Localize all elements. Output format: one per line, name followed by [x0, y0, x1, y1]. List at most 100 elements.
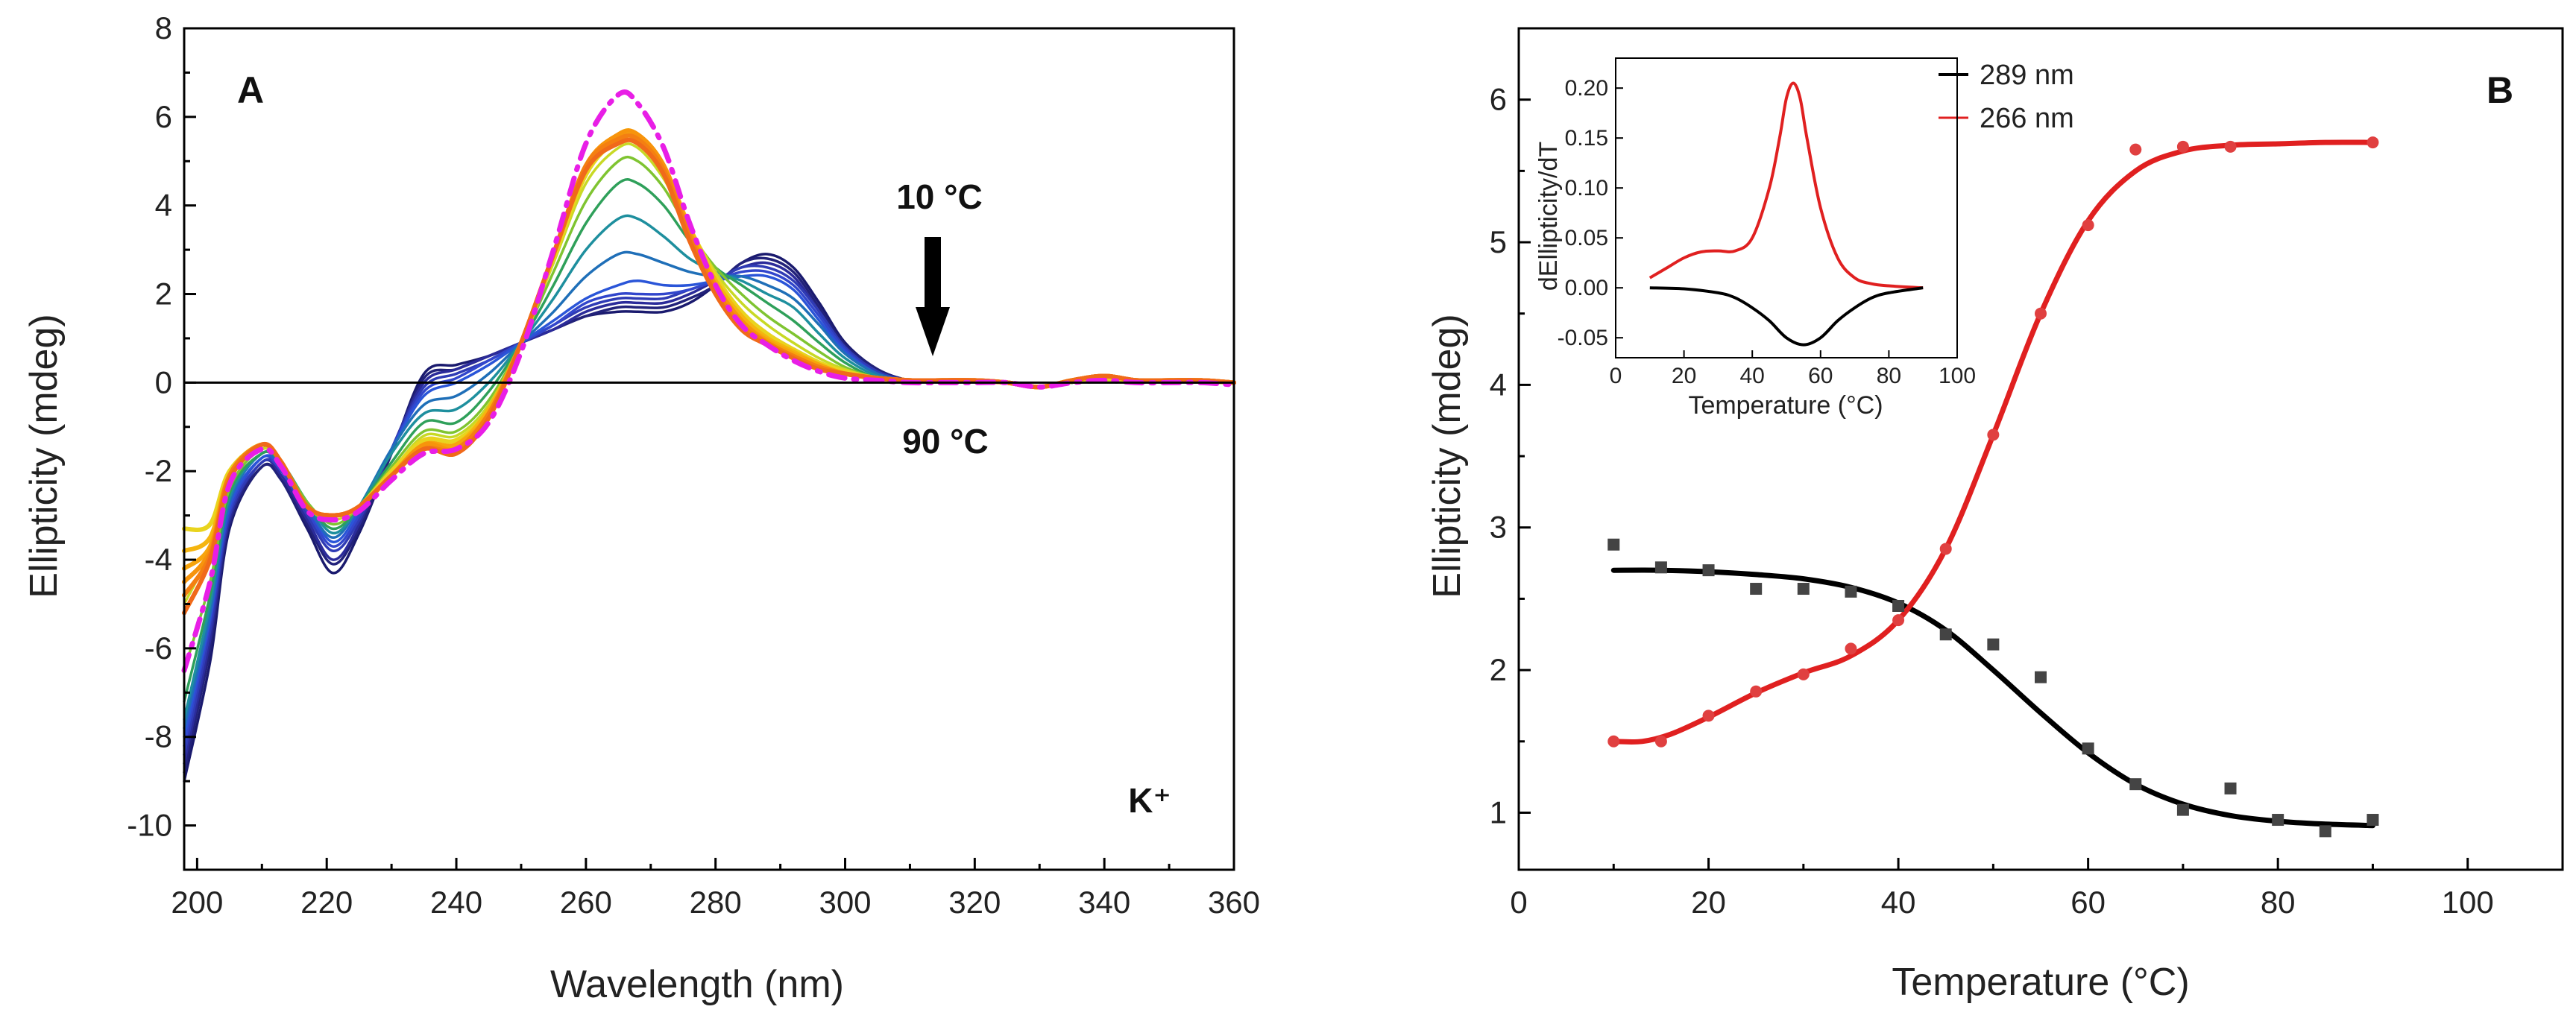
data-point-square	[2272, 814, 2284, 827]
data-point-circle	[2129, 143, 2142, 156]
inset-line	[1648, 81, 1924, 290]
annotation-10c: 10 °C	[896, 177, 983, 216]
panel-a-y-tick-label: -10	[127, 808, 172, 843]
inset-line	[1649, 286, 1924, 347]
inset-series-group	[1648, 81, 1924, 347]
data-point-square	[2035, 671, 2047, 683]
panel-b-plot-frame	[1517, 27, 2564, 871]
panel-a-y-tick-label: -6	[145, 631, 172, 666]
spectrum-line	[183, 264, 1235, 756]
panel-a-x-tick-label: 300	[819, 885, 871, 920]
panel-a-y-tick-label: -4	[145, 542, 172, 577]
data-point-circle	[1750, 685, 1763, 698]
panel-b-inset: 0 20 40 60 80 100 -0.05 0.00 0.05 0.10 0.15 0.20 T…	[1534, 56, 1976, 420]
inset-x-tick-label: 0	[1610, 364, 1622, 388]
panel-b-letter: B	[2487, 69, 2513, 111]
data-point-square	[2082, 742, 2094, 755]
inset-x-tick-label: 20	[1672, 364, 1696, 388]
panel-a-y-axis-title: Ellipticity (mdeg)	[22, 314, 66, 598]
data-point-square	[1654, 561, 1667, 574]
data-point-circle	[2176, 140, 2189, 153]
panel-a-x-ticks: 200 220 240 260 280 300 320 340 360	[171, 858, 1260, 920]
panel-a-y-tick-label: 0	[155, 364, 172, 399]
panel-a-series-group	[181, 89, 1237, 783]
panel-a-x-tick-label: 200	[171, 885, 223, 920]
panel-b-y-tick-label: 6	[1490, 82, 1507, 117]
inset-x-tick-label: 60	[1808, 364, 1833, 388]
panel-b-x-tick-label: 20	[1691, 885, 1726, 920]
data-point-square	[1797, 583, 1810, 595]
panel-a-x-tick-label: 240	[430, 885, 482, 920]
panel-a-y-tick-label: 2	[155, 276, 172, 312]
panel-a-y-ticks: -10 -8 -6 -4 -2 0 2 4 6 8	[127, 10, 196, 843]
data-point-circle	[2082, 219, 2094, 232]
panel-b-x-tick-label: 80	[2261, 885, 2296, 920]
panel-b-y-ticks: 1 2 3 4 5 6	[1490, 82, 1531, 829]
panel-b-x-ticks: 0 20 40 60 80 100	[1510, 858, 2494, 920]
panel-b-x-axis-title: Temperature (°C)	[1892, 961, 2189, 1004]
spectrum-line	[182, 132, 1236, 532]
panel-b-y-tick-label: 5	[1490, 224, 1507, 259]
inset-x-tick-label: 100	[1939, 364, 1976, 388]
inset-x-axis-title: Temperature (°C)	[1688, 391, 1883, 420]
data-point-square	[1939, 628, 1952, 641]
data-point-circle	[1654, 735, 1667, 748]
panel-a-y-tick-label: 4	[155, 188, 172, 223]
legend-label-266nm: 266 nm	[1980, 103, 2074, 134]
data-point-square	[1750, 583, 1763, 595]
panel-a-x-tick-label: 320	[948, 885, 1001, 920]
panel-b-x-tick-label: 0	[1510, 885, 1527, 920]
inset-plot-frame	[1615, 57, 1958, 358]
spectrum-line	[183, 269, 1235, 748]
data-point-circle	[1892, 614, 1905, 627]
data-point-square	[1892, 599, 1905, 612]
panel-a: 200 220 240 260 280 300 320 340 360 -10 -8 -6 -4 -2 0…	[22, 10, 1260, 1006]
panel-a-y-tick-label: -8	[145, 719, 172, 754]
fit-line	[1610, 139, 2375, 745]
panel-a-y-tick-label: -2	[145, 453, 172, 488]
panel-a-plot-frame	[183, 27, 1235, 871]
spectrum-line	[182, 128, 1236, 571]
inset-x-ticks: 0 20 40 60 80 100	[1610, 350, 1976, 388]
panel-b-y-tick-label: 1	[1490, 794, 1507, 829]
annotation-90c: 90 °C	[902, 422, 989, 461]
data-point-circle	[1607, 735, 1620, 748]
panel-a-x-axis-title: Wavelength (nm)	[550, 963, 844, 1006]
panel-b: 0 20 40 60 80 100 1 2 3 4 5 6 Temperature (°C) Ell…	[1426, 27, 2564, 1004]
inset-y-axis-title: dEllipticity/dT	[1534, 142, 1563, 291]
data-point-square	[1987, 638, 2000, 651]
data-point-circle	[2224, 140, 2237, 153]
legend-label-289nm: 289 nm	[1980, 60, 2074, 91]
panel-b-x-tick-label: 100	[2442, 885, 2494, 920]
inset-y-tick-label: 0.00	[1565, 276, 1608, 300]
panel-b-fit-lines	[1610, 139, 2375, 829]
spectrum-line	[183, 155, 1235, 672]
spectrum-line	[183, 274, 1235, 739]
inset-y-tick-label: 0.05	[1565, 226, 1608, 250]
fit-line	[1610, 567, 2375, 829]
data-point-circle	[2035, 307, 2047, 320]
panel-b-y-tick-label: 3	[1490, 510, 1507, 545]
inset-background	[1581, 56, 1939, 369]
spectrum-line	[182, 128, 1236, 554]
spectrum-line	[183, 250, 1235, 730]
inset-x-tick-label: 80	[1877, 364, 1901, 388]
data-point-circle	[1797, 668, 1810, 680]
annotation-potassium: K⁺	[1128, 781, 1171, 820]
data-point-circle	[1845, 642, 1857, 655]
panel-a-y-tick-label: 6	[155, 99, 172, 134]
panel-a-x-tick-label: 280	[690, 885, 742, 920]
data-point-square	[2319, 825, 2331, 838]
inset-x-tick-label: 40	[1740, 364, 1765, 388]
data-point-square	[1845, 585, 1857, 598]
arrow-down-icon	[916, 237, 950, 356]
inset-y-ticks: -0.05 0.00 0.05 0.10 0.15 0.20	[1558, 76, 1623, 350]
spectrum-line	[183, 142, 1235, 606]
data-point-square	[1702, 564, 1715, 577]
data-point-square	[2129, 778, 2142, 791]
inset-y-tick-label: -0.05	[1558, 326, 1608, 350]
data-point-square	[1607, 538, 1620, 551]
data-point-circle	[1987, 429, 2000, 441]
inset-y-tick-label: 0.10	[1565, 176, 1608, 200]
